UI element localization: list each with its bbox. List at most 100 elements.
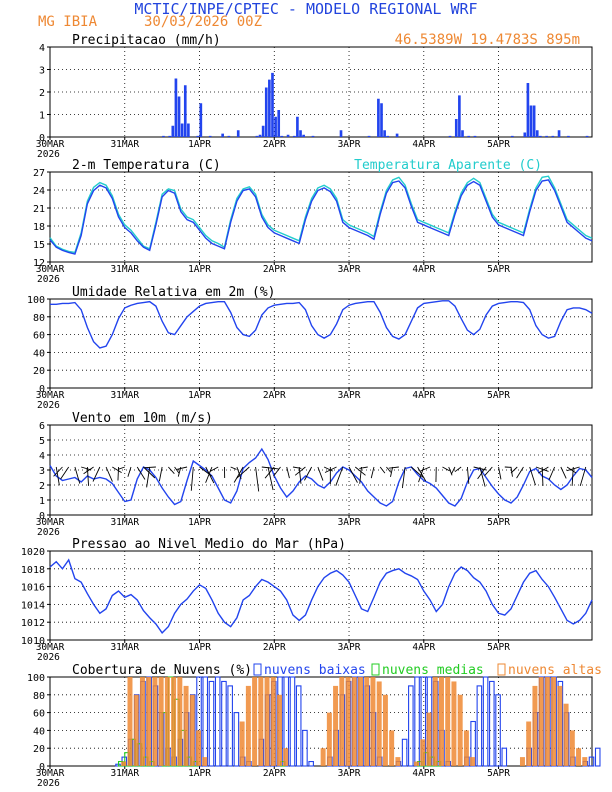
precip-bar	[183, 85, 187, 137]
umid-ytick-label: 40	[33, 348, 45, 359]
cloud-bar-altas	[239, 721, 245, 766]
cloud-bar-altas	[463, 730, 469, 766]
pressao-frame	[49, 550, 593, 641]
wind-arrow	[255, 466, 260, 492]
wind-arrow	[286, 466, 290, 479]
umid-ytick-label: 100	[27, 295, 45, 306]
temp-xtick-label: 4APR	[412, 264, 435, 275]
precip-bar	[511, 135, 514, 137]
cloud-bar-altas	[557, 685, 563, 766]
wind-arrow	[388, 466, 399, 469]
wind-arrow	[136, 466, 146, 480]
wind-arrow	[510, 466, 518, 474]
wind-arrow	[529, 466, 536, 486]
precip-bar	[168, 135, 172, 137]
wind-arrow	[127, 466, 132, 477]
precip-xtick-label: 3APR	[338, 139, 361, 150]
coordinates-label: 46.5389W 19.4783S 895m	[395, 32, 580, 48]
precip-bar	[255, 135, 259, 137]
cloud-legend-baixas-swatch	[253, 663, 262, 676]
wind-arrow	[324, 466, 337, 473]
precip-bar	[585, 135, 589, 137]
wind-arrow	[273, 466, 281, 477]
umid-xtick-label: 2APR	[263, 390, 286, 401]
cloud-bar-altas	[426, 712, 432, 766]
cloud-bar-altas	[270, 677, 276, 766]
cloud-bar-altas	[358, 677, 363, 766]
wind-arrow	[112, 466, 122, 474]
pressao-ytick-label: 1014	[21, 600, 45, 611]
pressao-ytick-label: 1016	[21, 583, 45, 594]
panel-vento: 0 1 2 3 4 5 6 30MAR 31MAR 1APR 2APR 3APR 4APR 5APR 202…	[36, 411, 593, 538]
temp-xtick-label: 2APR	[263, 264, 286, 275]
pressao-xtick-label: 5APR	[487, 642, 510, 653]
precip-xtick-label: 2APR	[263, 139, 286, 150]
wind-arrow	[60, 466, 70, 480]
wind-arrow	[236, 466, 242, 480]
precip-ytick-label: 2	[39, 88, 45, 99]
wind-arrow	[144, 466, 156, 469]
cloud-bar-altas	[171, 677, 177, 766]
wind-arrow	[484, 466, 493, 476]
precip-bar	[395, 133, 399, 137]
wind-arrow	[538, 466, 549, 474]
cloud-bar-altas	[277, 694, 283, 766]
pressao-xtick-label: 1APR	[188, 642, 211, 653]
precip-bar	[523, 132, 527, 137]
cloud-bar-altas	[376, 681, 382, 766]
cloud-bar-altas	[526, 721, 532, 766]
wind-arrow	[454, 466, 462, 473]
panel-precip: 0 1 2 3 4 30MAR 31MAR 1APR 2APR 3APR 4APR 5APR 2026 P…	[36, 33, 593, 160]
cloud-bar-altas	[445, 677, 451, 766]
wind-arrow	[571, 466, 574, 486]
cloud-legend-baixas: nuvens baixas	[264, 663, 366, 678]
precip-bar	[177, 96, 181, 137]
precip-bar	[296, 116, 299, 137]
cloud-bar-baixas	[482, 676, 489, 767]
cloud-bar-altas	[164, 677, 170, 766]
precip-bar	[339, 130, 343, 137]
temp-ytick-label: 27	[33, 168, 45, 179]
wind-arrow	[118, 466, 125, 470]
wind-arrow	[55, 466, 60, 486]
vento-ytick-label: 2	[39, 481, 45, 492]
wind-arrow	[386, 466, 392, 473]
nuvens-xtick-label: 5APR	[487, 768, 510, 779]
precip-bar	[268, 79, 271, 137]
vento-xtick-label: 3APR	[338, 517, 361, 528]
cloud-bar-altas	[414, 761, 420, 766]
wind-arrow	[379, 466, 386, 474]
vento-year-label: 2026	[37, 527, 60, 538]
wind-arrow	[566, 466, 577, 474]
cloud-bar-altas	[544, 677, 550, 766]
precip-bar	[261, 125, 265, 137]
umid-ytick-label: 20	[33, 366, 45, 377]
nuvens-xtick-label: 1APR	[188, 768, 211, 779]
cloud-bar-altas	[457, 694, 463, 766]
pressao-ytick-label: 1018	[21, 565, 45, 576]
precip-bar	[302, 134, 305, 137]
cloud-bar-altas	[551, 677, 557, 766]
wind-arrow	[359, 466, 362, 484]
precip-bar	[383, 130, 386, 137]
cloud-bar-altas	[133, 694, 139, 766]
cloud-bar-baixas	[594, 747, 601, 767]
temp-ytick-label: 21	[33, 204, 45, 215]
pressao-ytick-label: 1012	[21, 618, 45, 629]
wind-arrow	[541, 466, 544, 486]
pressao-xtick-label: 2APR	[263, 642, 286, 653]
precip-bar	[227, 135, 231, 137]
cloud-bar-baixas	[501, 747, 508, 767]
vento-xtick-label: 30MAR	[36, 517, 65, 528]
wind-arrow	[205, 466, 215, 484]
precip-bar	[532, 105, 536, 137]
umid-xtick-label: 30MAR	[36, 390, 65, 401]
cloud-bar-altas	[139, 677, 145, 766]
precip-bar	[271, 72, 274, 137]
cloud-bar-altas	[189, 694, 195, 766]
cloud-bar-baixas	[408, 685, 414, 767]
cloud-bar-altas	[121, 761, 127, 766]
wind-arrow	[479, 466, 486, 487]
precip-bar	[545, 135, 548, 137]
cloud-bar-baixas	[295, 685, 302, 767]
